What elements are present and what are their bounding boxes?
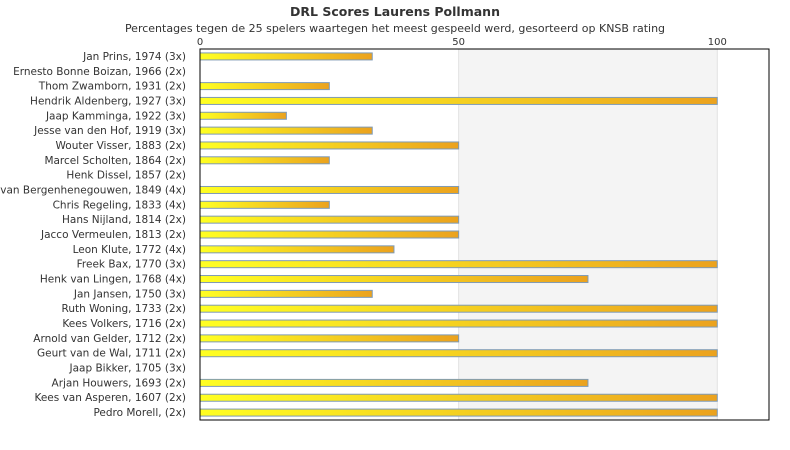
bar [199,215,460,224]
bar [199,82,330,91]
bar [199,200,330,209]
category-label: Wouter Visser, 1883 (2x) [56,140,187,152]
bar [199,111,287,120]
category-label: Henk van Lingen, 1768 (4x) [40,274,186,286]
bar [199,289,373,298]
category-label: Marcel Scholten, 1864 (2x) [44,155,186,167]
category-label: Jesse van den Hof, 1919 (3x) [33,125,186,137]
category-label: Hans Nijland, 1814 (2x) [62,214,186,226]
category-label: Hendrik Aldenberg, 1927 (3x) [30,95,186,107]
bar [199,156,330,165]
bar [199,126,373,135]
category-label: Jaap Kamminga, 1922 (3x) [45,110,186,122]
category-label: Kees van Asperen, 1607 (2x) [34,392,186,404]
x-tick-label: 0 [197,37,203,48]
bar [199,96,718,105]
category-label: Leon Klute, 1772 (4x) [73,244,186,256]
bar [199,334,460,343]
plot-frame [199,48,770,421]
plot-band [458,49,718,420]
category-label: Kees Volkers, 1716 (2x) [62,318,186,330]
bar [199,275,589,284]
x-tick-label: 50 [452,37,465,48]
category-label: Jacco Vermeulen, 1813 (2x) [40,229,186,241]
category-label: Arnold van Gelder, 1712 (2x) [33,333,186,345]
chart-title: DRL Scores Laurens Pollmann [290,4,500,19]
category-label: Pedro Morell, (2x) [93,407,186,419]
category-label: Jan van Bergenhenegouwen, 1849 (4x) [0,184,186,196]
bar [199,230,460,239]
category-label: Henk Dissel, 1857 (2x) [66,170,186,182]
chart-subtitle: Percentages tegen de 25 spelers waartege… [124,22,666,35]
category-label: Thom Zwamborn, 1931 (2x) [38,81,186,93]
bar [199,52,373,61]
x-tick-label: 100 [708,37,727,48]
category-label: Freek Bax, 1770 (3x) [77,259,186,271]
bar [199,408,718,417]
bar [199,319,718,328]
category-label: Ruth Woning, 1733 (2x) [62,303,187,315]
bar [199,141,460,150]
bar [199,260,718,269]
category-label: Jaap Bikker, 1705 (3x) [69,363,186,375]
category-label: Geurt van de Wal, 1711 (2x) [37,348,186,360]
bar [199,378,589,387]
bar [199,349,718,358]
bar [199,304,718,313]
bar [199,185,460,194]
category-label: Chris Regeling, 1833 (4x) [53,199,186,211]
category-label: Jan Jansen, 1750 (3x) [73,288,186,300]
bar [199,393,718,402]
category-label: Jan Prins, 1974 (3x) [82,51,186,63]
category-label: Ernesto Bonne Boizan, 1966 (2x) [13,66,186,78]
bar [199,245,395,254]
category-label: Arjan Houwers, 1693 (2x) [52,377,186,389]
